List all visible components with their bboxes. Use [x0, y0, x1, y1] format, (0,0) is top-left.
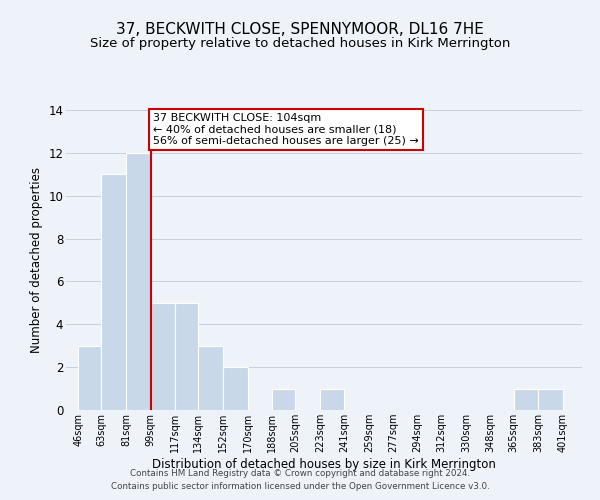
Bar — [514, 388, 538, 410]
Bar — [126, 153, 151, 410]
Bar — [101, 174, 126, 410]
Bar — [223, 367, 248, 410]
Text: 37 BECKWITH CLOSE: 104sqm
← 40% of detached houses are smaller (18)
56% of semi-: 37 BECKWITH CLOSE: 104sqm ← 40% of detac… — [154, 113, 419, 146]
Bar — [151, 303, 175, 410]
Text: Size of property relative to detached houses in Kirk Merrington: Size of property relative to detached ho… — [90, 38, 510, 51]
Y-axis label: Number of detached properties: Number of detached properties — [29, 167, 43, 353]
Bar — [538, 388, 563, 410]
Text: Contains public sector information licensed under the Open Government Licence v3: Contains public sector information licen… — [110, 482, 490, 491]
Bar — [78, 346, 101, 410]
Text: Contains HM Land Registry data © Crown copyright and database right 2024.: Contains HM Land Registry data © Crown c… — [130, 468, 470, 477]
Bar — [175, 303, 199, 410]
Bar — [272, 388, 295, 410]
Text: 37, BECKWITH CLOSE, SPENNYMOOR, DL16 7HE: 37, BECKWITH CLOSE, SPENNYMOOR, DL16 7HE — [116, 22, 484, 38]
Bar — [199, 346, 223, 410]
Bar — [320, 388, 344, 410]
X-axis label: Distribution of detached houses by size in Kirk Merrington: Distribution of detached houses by size … — [152, 458, 496, 471]
